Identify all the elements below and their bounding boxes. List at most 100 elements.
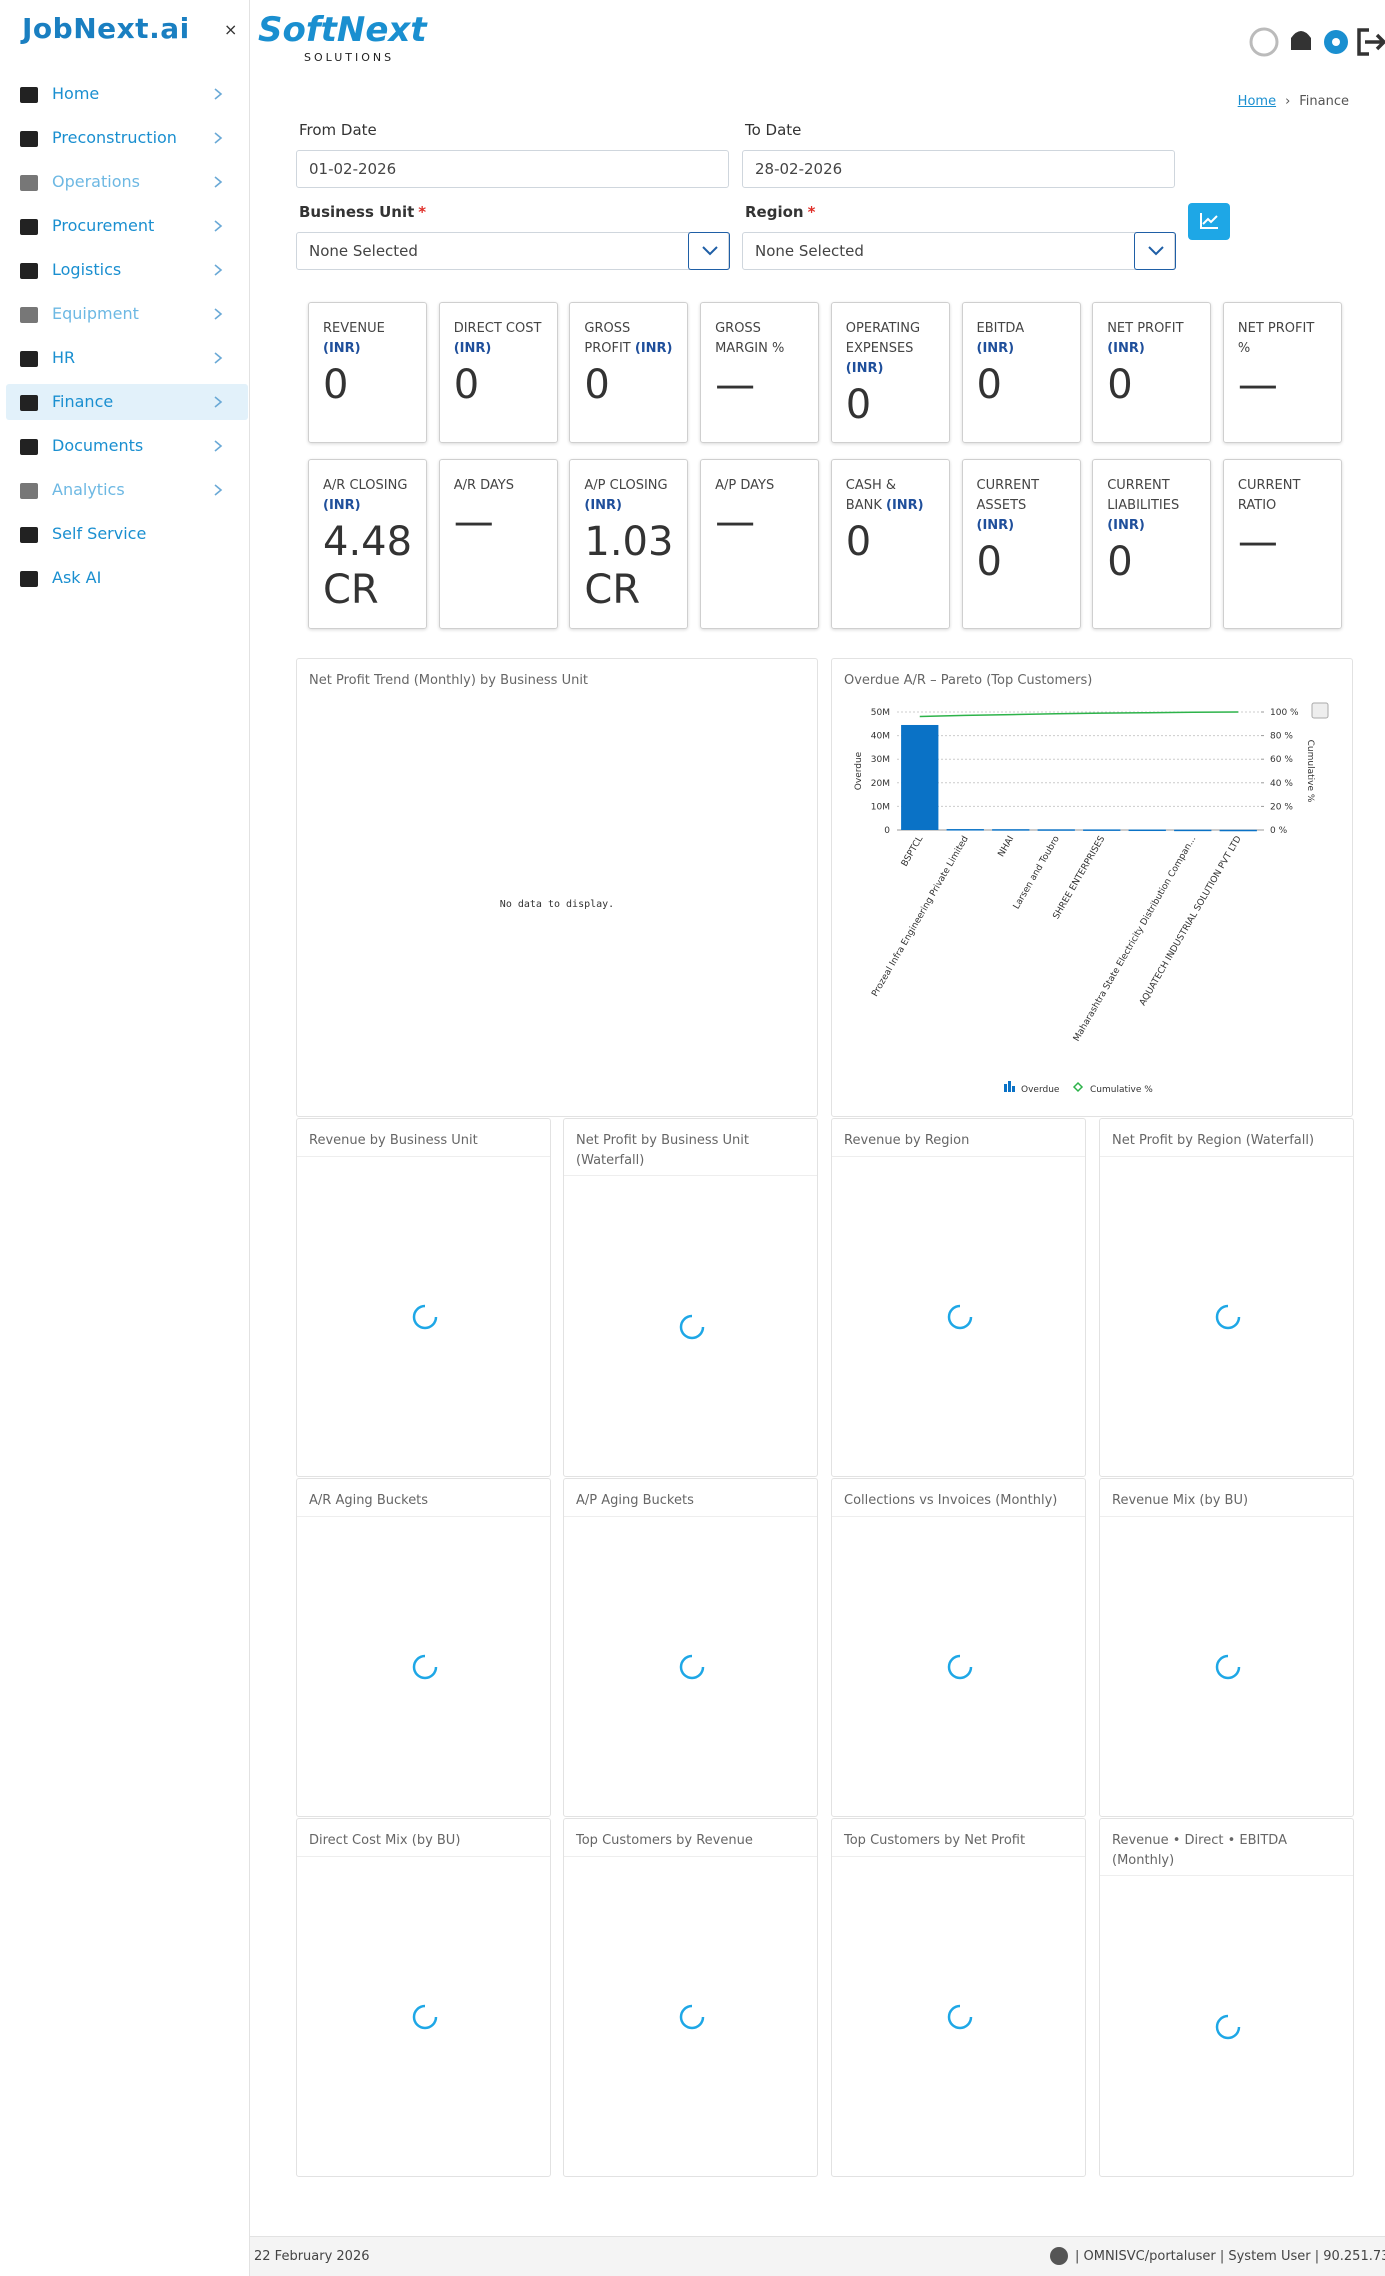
header-icons <box>1249 27 1385 57</box>
panel: Revenue • Direct • EBITDA (Monthly) <box>1099 1818 1354 2177</box>
icon-shape <box>20 219 38 235</box>
date-input[interactable]: 28-02-2026 <box>742 150 1175 188</box>
bar <box>1128 829 1166 832</box>
bar <box>1083 829 1121 831</box>
nav-label: Ask AI <box>52 568 102 587</box>
bar <box>1174 829 1212 832</box>
select[interactable]: None Selected <box>296 232 730 270</box>
kpi-label-text: A/P DAYS <box>715 478 775 493</box>
label-text: Business Unit <box>299 203 415 221</box>
nav-item[interactable]: Analytics <box>6 472 248 508</box>
nav-label: Self Service <box>52 524 147 543</box>
y-tick-label: 10M <box>871 802 890 812</box>
kpi-label-text: GROSS PROFIT <box>584 321 631 356</box>
breadcrumb-home[interactable]: Home <box>1237 94 1277 109</box>
x-tick-label: Larsen and Toubro <box>1012 834 1062 911</box>
kpi-unit: (INR) <box>1107 518 1145 533</box>
kpi-label: NET PROFIT (INR) <box>1107 319 1196 359</box>
y-tick-label: 20M <box>871 779 890 789</box>
logout-icon <box>1357 28 1385 56</box>
nav-item[interactable]: Equipment <box>6 296 248 332</box>
nav-chevron <box>214 132 223 144</box>
kpi-card: NET PROFIT (INR) 0 <box>1092 302 1212 443</box>
chart-icon <box>1200 213 1218 229</box>
nav-item[interactable]: HR <box>6 340 248 376</box>
spinner-arc <box>412 1304 437 1330</box>
kpi-unit: (INR) <box>1107 341 1145 356</box>
panel-title: Revenue • Direct • EBITDA (Monthly) <box>1112 1833 1287 1868</box>
nav-item[interactable]: Logistics <box>6 252 248 288</box>
footer-date: 22 February 2026 <box>254 2249 370 2264</box>
panel-divider <box>832 1156 1085 1157</box>
nav-item[interactable]: Ask AI <box>6 560 248 596</box>
nav-icon <box>20 395 38 411</box>
nav-label: Home <box>52 84 100 103</box>
kpi-label-text: NET PROFIT <box>1107 321 1184 336</box>
panel-title: Top Customers by Net Profit <box>844 1833 1026 1848</box>
kpi-label: A/R CLOSING (INR) <box>323 476 412 516</box>
kpi-label: GROSS PROFIT (INR) <box>584 319 673 359</box>
kpi-label-text: CASH & BANK <box>845 478 897 513</box>
panel-divider <box>1100 1156 1353 1157</box>
kpi-label-text: A/R DAYS <box>453 478 514 493</box>
kpi-card: DIRECT COST (INR) 0 <box>438 302 558 443</box>
kpi-label: REVENUE (INR) <box>323 319 412 359</box>
spinner-arc <box>947 1654 972 1680</box>
kpi-unit: (INR) <box>323 498 361 513</box>
breadcrumb-separator: › <box>1285 94 1291 109</box>
icon-shape <box>20 131 38 147</box>
loading-spinner <box>412 2004 437 2030</box>
nav-label: Logistics <box>52 260 122 279</box>
kpi-value: 0 <box>845 519 872 565</box>
kpi-unit: (INR) <box>845 361 884 376</box>
nav-item[interactable]: Home <box>6 76 248 112</box>
kpi-value: 0 <box>323 362 349 408</box>
footer-info: | OMNISVC/portaluser | System User | 90.… <box>1075 2249 1385 2264</box>
date-input[interactable]: 01-02-2026 <box>296 150 729 188</box>
info-icon <box>1050 2247 1068 2265</box>
label-text: Region <box>745 203 804 221</box>
select[interactable]: None Selected <box>742 232 1176 270</box>
spinner-arc <box>412 2004 437 2030</box>
close-button[interactable]: × <box>224 20 238 39</box>
nav-label: Equipment <box>52 304 139 323</box>
chevron <box>214 220 223 232</box>
nav-icon <box>20 87 38 103</box>
kpi-label-text: EBITDA <box>976 321 1025 336</box>
bar <box>1037 829 1075 831</box>
nav-icon <box>20 571 38 587</box>
nav-label: Preconstruction <box>52 128 177 147</box>
kpi-label-text: CURRENT RATIO <box>1237 478 1301 513</box>
dropdown-button[interactable] <box>688 232 730 270</box>
panel: Net Profit Trend (Monthly) by Business U… <box>296 658 818 1117</box>
nav-item[interactable]: Operations <box>6 164 248 200</box>
chevron <box>214 308 223 320</box>
panel: Net Profit by Business Unit (Waterfall) <box>563 1118 818 1477</box>
panel-divider <box>564 1856 817 1857</box>
spinner-arc <box>1215 1304 1240 1330</box>
kpi-label-text: REVENUE <box>323 321 385 336</box>
loading-spinner <box>1215 2014 1240 2039</box>
nav-item[interactable]: Finance <box>6 384 248 420</box>
nav-icon <box>20 527 38 543</box>
nav-item[interactable]: Procurement <box>6 208 248 244</box>
panel-title: Revenue by Business Unit <box>309 1133 478 1148</box>
loading-spinner <box>679 1314 704 1339</box>
nav-item[interactable]: Documents <box>6 428 248 464</box>
nav-item[interactable]: Self Service <box>6 516 248 552</box>
nav-chevron <box>214 484 223 496</box>
nav-label: Analytics <box>52 480 125 499</box>
settings-hole <box>1332 38 1340 46</box>
kpi-label-text: A/R CLOSING <box>323 478 408 493</box>
x-tick-label: AQUATECH INDUSTRIAL SOLUTION PVT LTD <box>1138 834 1244 1007</box>
dropdown-button[interactable] <box>1134 232 1176 270</box>
help-icon <box>1249 27 1279 57</box>
nav-label: Documents <box>52 436 144 455</box>
spinner-arc <box>947 2004 972 2030</box>
nav-item[interactable]: Preconstruction <box>6 120 248 156</box>
pareto-chart: 0 10M 20M 30M 40M 50M 0 % 20 % 40 % 60 % 80 % 100 %… <box>854 702 1329 1095</box>
chart-button[interactable] <box>1188 203 1230 240</box>
required-mark: * <box>807 203 816 221</box>
legend-label: Overdue <box>1021 1085 1060 1095</box>
